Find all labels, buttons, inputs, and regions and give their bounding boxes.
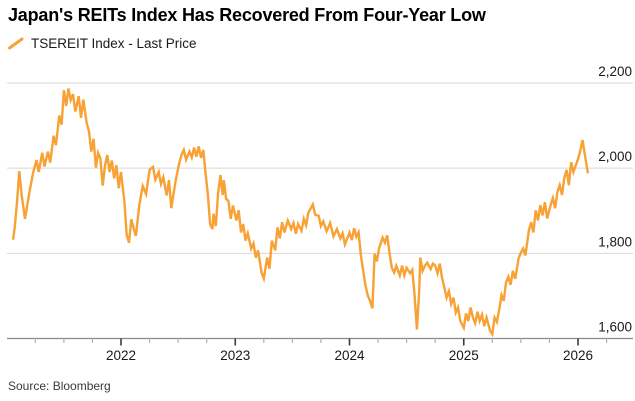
y-axis-label: 1,600 [598,320,632,335]
chart-title: Japan's REITs Index Has Recovered From F… [8,5,486,25]
x-axis-label: 2024 [334,348,365,363]
price-line [11,88,590,338]
x-axis-label: 2025 [449,348,479,363]
y-axis-label: 2,000 [598,149,632,164]
source-note: Source: Bloomberg [8,379,111,393]
y-axis-label: 2,200 [598,64,632,79]
x-axis-label: 2026 [563,348,593,363]
series-slash-icon [8,37,24,50]
x-axis-label: 2023 [220,348,250,363]
x-axis-label: 2022 [106,348,136,363]
legend: TSEREIT Index - Last Price [8,36,197,51]
y-axis-label: 1,800 [598,234,632,249]
legend-series-label: TSEREIT Index - Last Price [31,36,197,51]
